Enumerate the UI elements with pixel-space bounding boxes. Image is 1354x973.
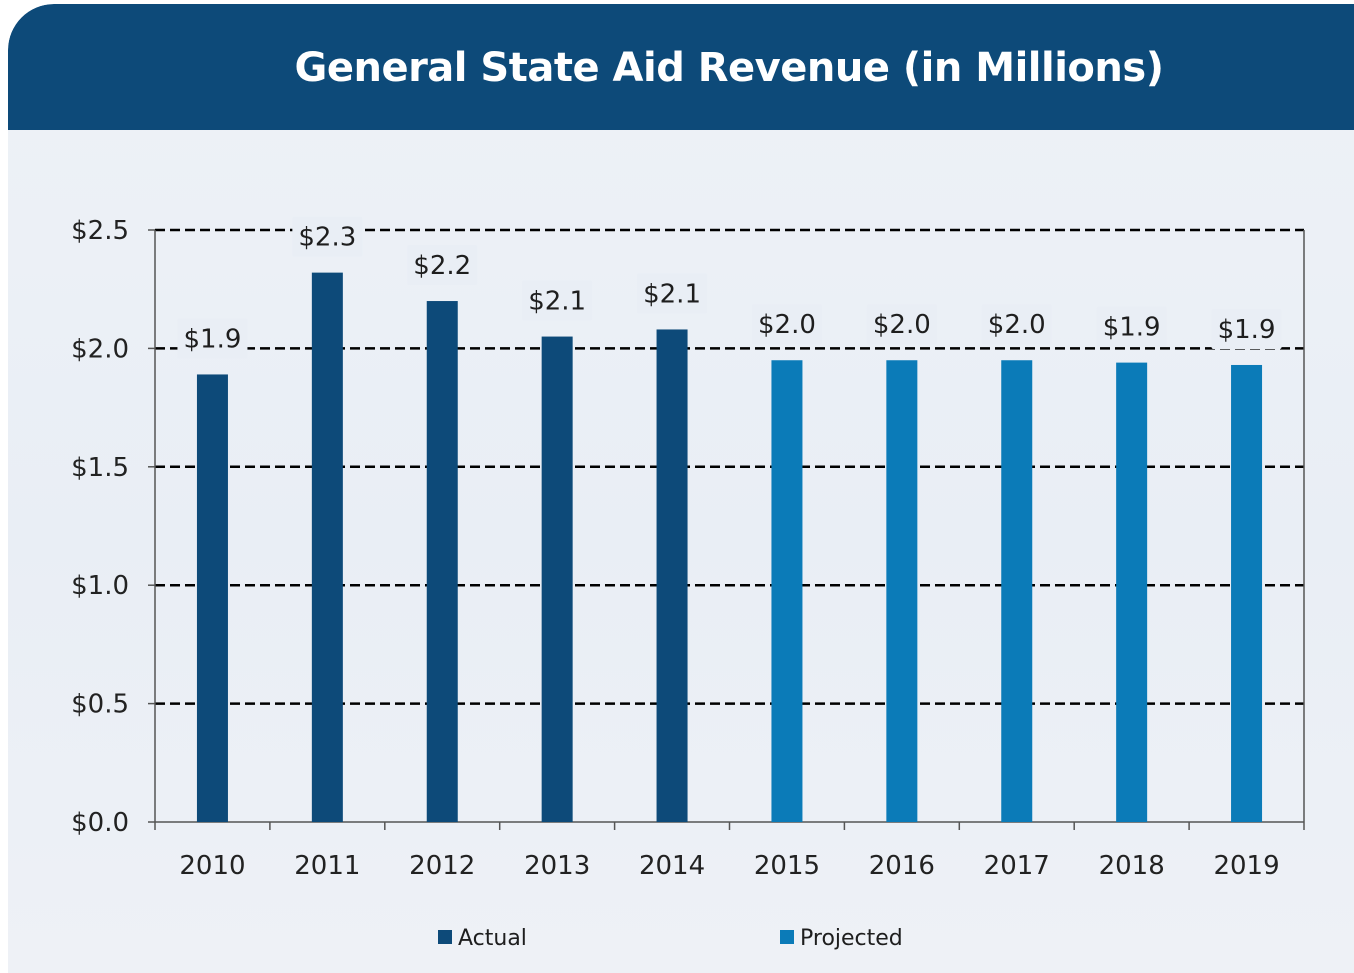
- data-label-box: [292, 216, 363, 257]
- legend-projected-swatch: [780, 930, 794, 944]
- x-tick-label: 2018: [1099, 851, 1165, 881]
- bar-projected: [886, 360, 918, 822]
- x-tick-label: 2010: [179, 851, 245, 881]
- y-tick-label: $0.0: [71, 808, 129, 838]
- data-label-box: [407, 245, 478, 286]
- data-label-box: [981, 304, 1052, 345]
- bar-actual: [311, 272, 343, 822]
- data-label-box: [1211, 308, 1282, 349]
- data-label-box: [1096, 306, 1167, 347]
- x-tick-label: 2015: [754, 851, 820, 881]
- bar-projected: [1231, 364, 1263, 822]
- bar-actual: [656, 329, 688, 822]
- data-label: $1.9: [184, 324, 242, 354]
- legend-projected-label: Projected: [800, 926, 903, 951]
- data-label: $1.9: [1103, 313, 1161, 343]
- bar-projected: [1116, 362, 1148, 822]
- bar-actual: [541, 336, 573, 822]
- x-tick-label: 2013: [524, 851, 590, 881]
- data-label: $2.0: [873, 310, 931, 340]
- y-tick-label: $2.0: [71, 334, 129, 364]
- x-tick-label: 2019: [1213, 851, 1279, 881]
- data-label: $1.9: [1218, 315, 1276, 345]
- y-tick-label: $0.5: [71, 690, 129, 720]
- x-tick-label: 2016: [869, 851, 935, 881]
- y-tick-label: $1.0: [71, 571, 129, 601]
- data-label-box: [522, 280, 593, 321]
- data-label: $2.0: [758, 310, 816, 340]
- bar-actual: [196, 374, 228, 822]
- data-label-box: [177, 318, 248, 359]
- x-tick-label: 2014: [639, 851, 705, 881]
- data-label: $2.0: [988, 310, 1046, 340]
- bar-projected: [1001, 360, 1033, 822]
- data-label: $2.3: [298, 223, 356, 253]
- data-label-box: [637, 273, 708, 314]
- data-label: $2.1: [528, 287, 586, 317]
- bar-actual: [426, 301, 458, 822]
- title-bar: [8, 4, 1354, 130]
- x-tick-label: 2017: [984, 851, 1050, 881]
- data-label: $2.1: [643, 279, 701, 309]
- data-label-box: [751, 304, 822, 345]
- y-tick-label: $1.5: [71, 453, 129, 483]
- bar-projected: [771, 360, 803, 822]
- legend-actual-swatch: [438, 930, 452, 944]
- x-tick-label: 2012: [409, 851, 475, 881]
- data-label-box: [866, 304, 937, 345]
- data-label: $2.2: [413, 251, 471, 281]
- y-tick-label: $2.5: [71, 216, 129, 246]
- chart-title: General State Aid Revenue (in Millions): [294, 45, 1164, 91]
- x-tick-label: 2011: [294, 851, 360, 881]
- legend-actual-label: Actual: [458, 926, 527, 951]
